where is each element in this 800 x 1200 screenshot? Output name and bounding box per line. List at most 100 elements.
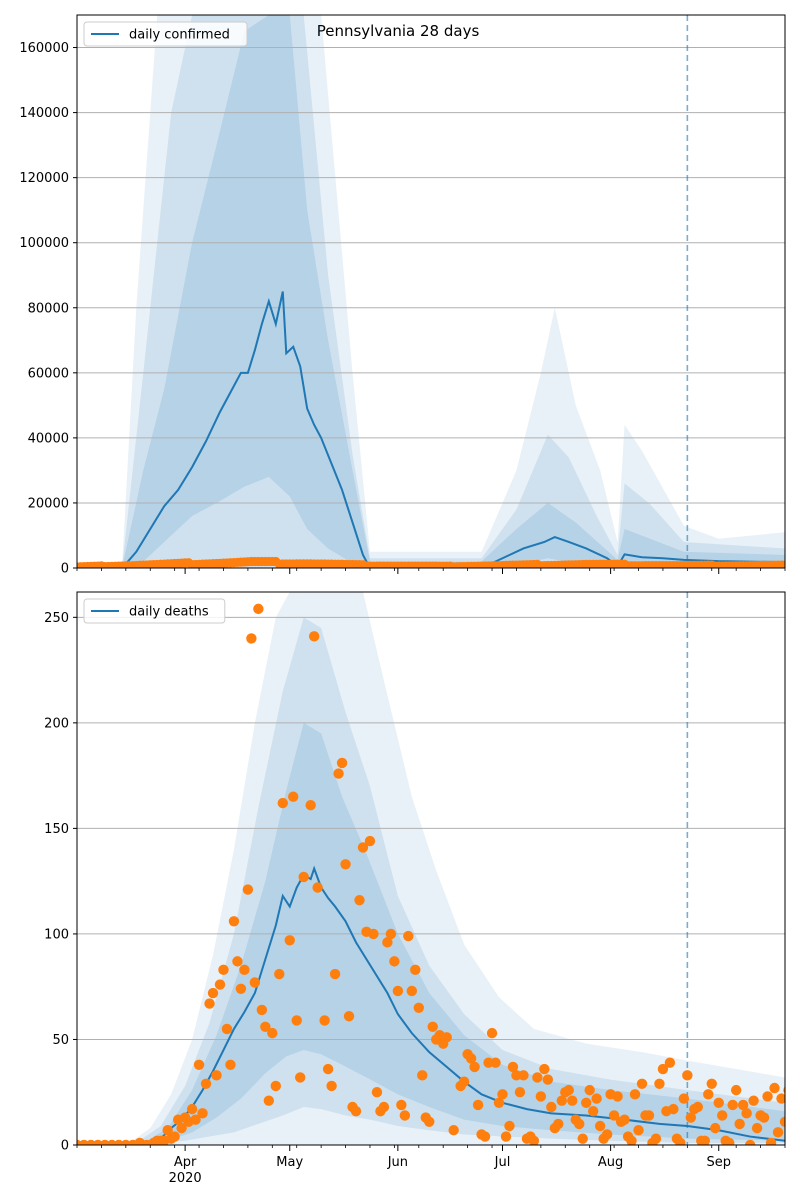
observed-point xyxy=(382,937,393,948)
observed-point xyxy=(567,1095,578,1106)
y-tick-label: 40000 xyxy=(28,431,69,446)
observed-point xyxy=(246,633,257,644)
observed-point xyxy=(577,1133,588,1144)
observed-point xyxy=(336,757,348,769)
observed-point xyxy=(765,1137,777,1145)
y-tick-label: 60000 xyxy=(28,366,69,381)
y-tick-label: 250 xyxy=(44,611,69,626)
uncertainty-bands xyxy=(77,15,785,568)
observed-point xyxy=(364,835,376,847)
band-inner xyxy=(77,15,785,568)
observed-point xyxy=(772,1127,784,1138)
observed-point xyxy=(256,1004,268,1016)
observed-point xyxy=(744,1139,756,1145)
observed-point xyxy=(298,871,309,883)
observed-point xyxy=(357,842,369,853)
observed-point xyxy=(284,935,295,946)
observed-point xyxy=(214,979,226,990)
observed-points xyxy=(77,603,785,1145)
observed-point xyxy=(685,1112,697,1123)
observed-point xyxy=(518,1070,529,1081)
y-axis-tick-labels: 0 50 100 150 200 250 xyxy=(44,611,77,1154)
chart-daily-confirmed: 0 20000 40000 60000 80000 100000 120000 140000 1… xyxy=(19,14,786,577)
observed-point xyxy=(730,1084,742,1096)
observed-point xyxy=(169,1131,180,1142)
observed-point xyxy=(737,1099,749,1111)
observed-point xyxy=(710,1122,721,1134)
observed-point xyxy=(727,1099,738,1111)
observed-point xyxy=(322,1063,334,1075)
y-axis-tick-labels: 0 20000 40000 60000 80000 100000 120000 140000 1… xyxy=(19,41,77,577)
y-tick-label: 160000 xyxy=(19,41,69,56)
observed-point xyxy=(260,1021,271,1033)
observed-point xyxy=(228,916,240,927)
observed-point xyxy=(678,1093,690,1104)
observed-point xyxy=(692,1101,704,1113)
plot-frame xyxy=(76,14,786,569)
observed-point xyxy=(490,1057,501,1068)
observed-point xyxy=(472,1099,484,1111)
observed-point xyxy=(417,1070,428,1081)
observed-point xyxy=(200,1078,212,1089)
legend: daily deaths xyxy=(83,598,226,624)
observed-point xyxy=(413,1002,424,1014)
observed-point xyxy=(713,1097,724,1108)
observed-point xyxy=(664,1057,676,1068)
observed-point xyxy=(221,1023,233,1035)
observed-point xyxy=(389,956,400,967)
x-year-label: 2020 xyxy=(169,1171,202,1186)
observed-point xyxy=(441,1032,452,1043)
observed-point xyxy=(584,1084,595,1096)
observed-point xyxy=(399,1110,411,1121)
observed-point xyxy=(263,1095,275,1106)
plot-frame xyxy=(76,591,786,1146)
x-tick-label: Aug xyxy=(598,1155,623,1170)
observed-point xyxy=(371,1087,383,1098)
observed-point xyxy=(776,1093,785,1104)
observed-point xyxy=(556,1095,567,1106)
observed-point xyxy=(354,894,365,906)
observed-point xyxy=(769,1082,780,1094)
y-tick-label: 140000 xyxy=(19,106,69,121)
observed-point xyxy=(312,882,323,893)
observed-point xyxy=(717,1110,728,1121)
observed-point xyxy=(368,928,379,940)
y-tick-label: 120000 xyxy=(19,171,69,186)
observed-point xyxy=(507,1061,519,1073)
observed-point xyxy=(253,603,264,615)
x-axis: Apr May Jun Jul Aug Sep 2020 xyxy=(76,1145,786,1186)
observed-point xyxy=(629,1089,641,1100)
observed-point xyxy=(225,1059,236,1070)
observed-point xyxy=(636,1078,648,1089)
observed-point xyxy=(326,1080,337,1092)
observed-point xyxy=(403,930,414,942)
observed-points xyxy=(77,556,785,568)
observed-point xyxy=(406,985,418,997)
observed-point xyxy=(587,1106,599,1117)
observed-point xyxy=(239,964,250,976)
y-tick-label: 0 xyxy=(61,562,69,577)
legend-label: daily confirmed xyxy=(129,28,230,43)
observed-point xyxy=(232,956,243,967)
observed-point xyxy=(197,1108,208,1119)
observed-point xyxy=(748,1095,759,1106)
observed-point xyxy=(668,1103,679,1115)
legend: daily confirmed xyxy=(83,21,248,47)
observed-point xyxy=(619,1114,630,1125)
observed-point xyxy=(654,1078,665,1089)
band-middle xyxy=(77,15,785,568)
observed-point xyxy=(176,1122,187,1134)
observed-point xyxy=(574,1118,585,1130)
observed-point xyxy=(469,1061,480,1073)
observed-point xyxy=(553,1118,564,1130)
observed-point xyxy=(591,1093,602,1104)
observed-point xyxy=(291,1015,302,1026)
y-tick-label: 100000 xyxy=(19,236,69,251)
figure-title: Pennsylvania 28 days xyxy=(317,22,480,40)
observed-point xyxy=(267,1027,278,1039)
observed-point xyxy=(504,1120,515,1132)
model-series xyxy=(77,291,785,568)
observed-point xyxy=(479,1131,491,1142)
observed-point xyxy=(643,1110,655,1121)
